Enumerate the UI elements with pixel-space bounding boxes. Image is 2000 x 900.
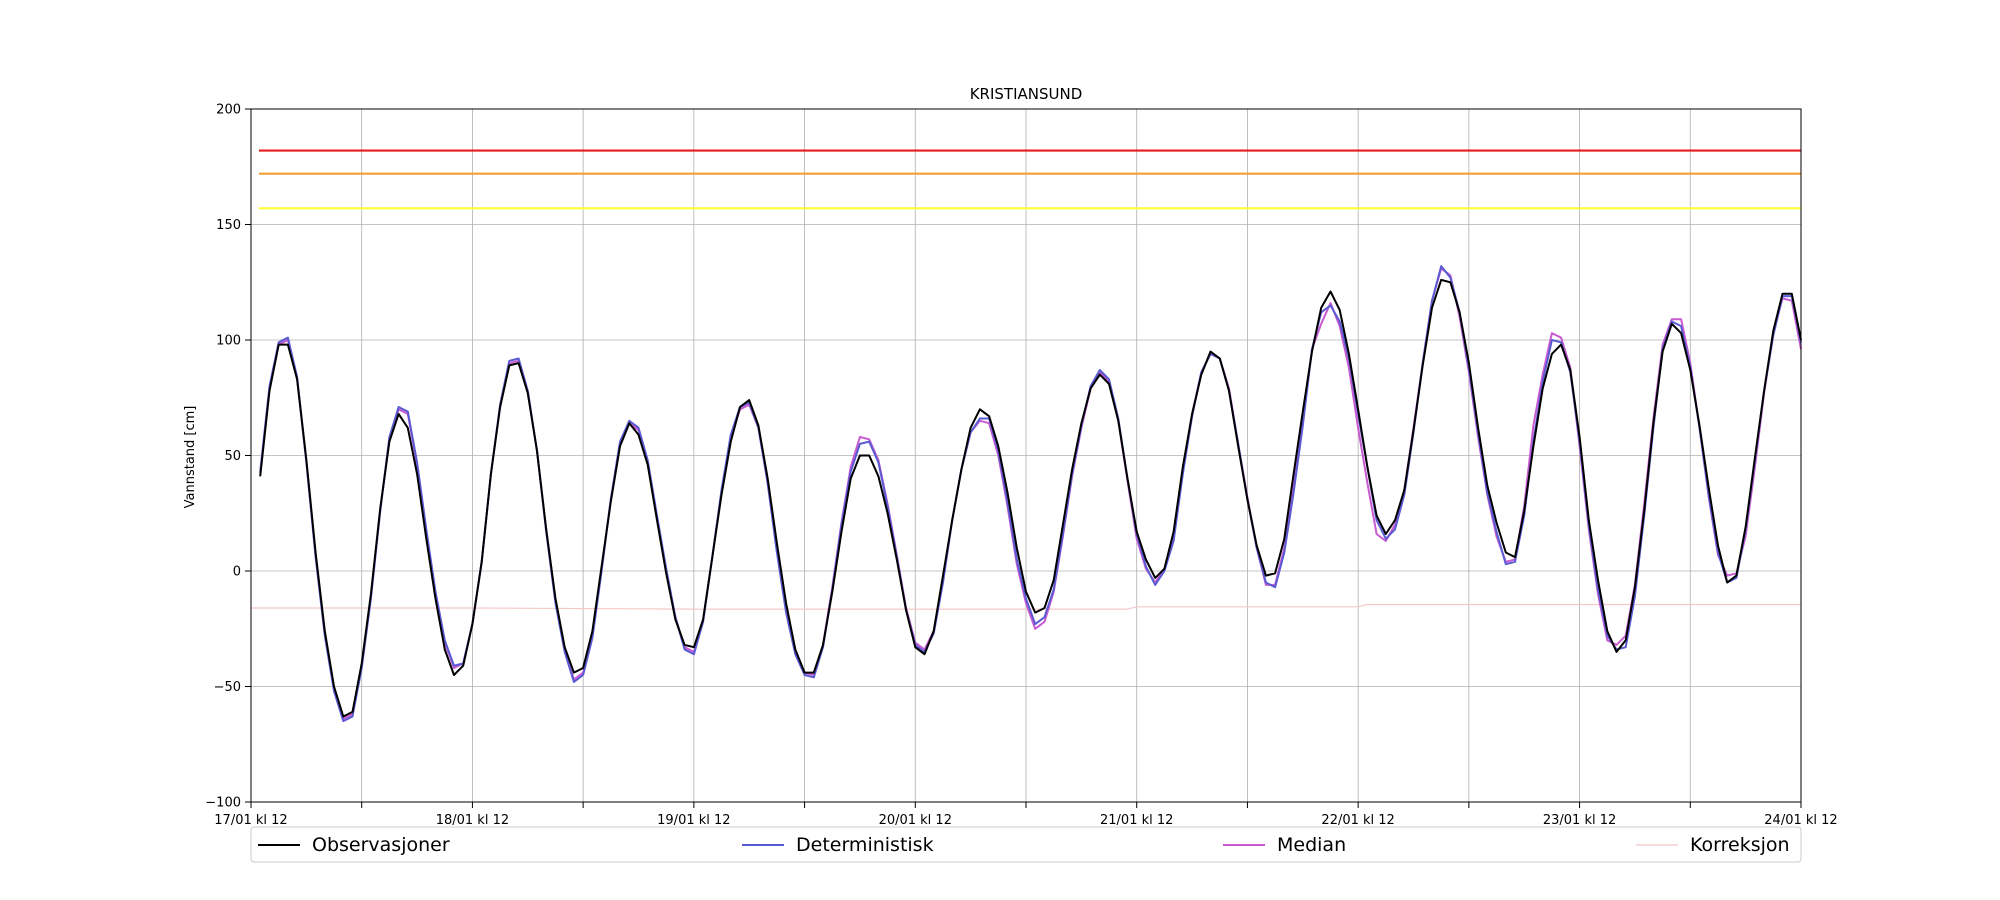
legend-entry: Observasjoner [312,834,450,856]
x-tick-label: 19/01 kl 12 [657,813,730,828]
series-line-deterministisk [259,265,1802,723]
axis-ticks: −100 −50 0 50 100 150 200 17/01 kl 12 18/01 kl 1… [205,103,1837,829]
threshold-lines [259,149,1801,210]
series-line-observasjoner [259,278,1802,718]
legend-entry: Deterministisk [796,834,934,856]
series-line-korreksjon [251,603,1801,610]
y-tick-label: −50 [214,680,241,695]
y-tick-label: −100 [205,796,241,811]
x-tick-label: 23/01 kl 12 [1543,813,1616,828]
legend: Observasjoner Deterministisk Median Korreks… [250,826,1802,863]
y-tick-label: 50 [224,449,241,464]
y-tick-label: 150 [216,218,241,233]
x-tick-label: 21/01 kl 12 [1100,813,1173,828]
series-lines [251,265,1802,723]
series-line-median [259,267,1802,720]
x-tick-label: 20/01 kl 12 [879,813,952,828]
x-tick-label: 22/01 kl 12 [1321,813,1394,828]
y-axis-label: Vannstand [cm] [183,406,198,509]
y-tick-label: 0 [233,565,241,580]
legend-entry: Median [1277,834,1346,856]
x-tick-label: 18/01 kl 12 [436,813,509,828]
y-tick-label: 100 [216,334,241,349]
y-tick-label: 200 [216,103,241,118]
x-tick-label: 24/01 kl 12 [1764,813,1837,828]
legend-frame [250,826,1802,863]
x-tick-label: 17/01 kl 12 [214,813,287,828]
legend-entry: Korreksjon [1690,834,1790,856]
chart-title: KRISTIANSUND [970,85,1083,103]
